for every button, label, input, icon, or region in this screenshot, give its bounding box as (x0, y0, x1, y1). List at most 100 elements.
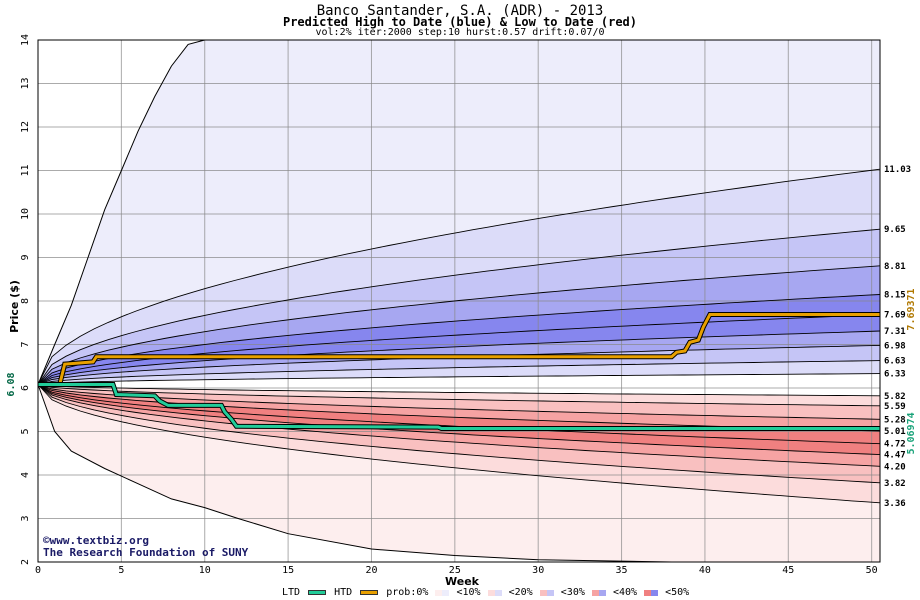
y-tick-label: 13 (20, 77, 31, 89)
y-tick-label: 4 (20, 472, 31, 478)
low-band-6 (38, 384, 880, 483)
ltd-value-label: 5.06974 (906, 412, 917, 454)
x-tick-label: 0 (35, 565, 41, 576)
legend-bin-10: <10% (456, 587, 481, 598)
low-percentile-line (37, 384, 881, 467)
low-end-label: 4.20 (884, 462, 906, 472)
legend-ltd-label: LTD (282, 587, 301, 598)
high-outer-line (37, 39, 205, 385)
chart-subtitle: Predicted High to Date (blue) & Low to D… (282, 15, 637, 29)
x-tick-label: 45 (782, 565, 794, 576)
low-end-label: 3.82 (884, 479, 906, 489)
legend-htd-label: HTD (334, 587, 353, 598)
y-tick-label: 9 (20, 254, 31, 260)
low-percentile-line (37, 384, 881, 407)
low-outer-band (38, 384, 880, 562)
low-percentile-line (37, 384, 881, 456)
high-end-label: 7.69 (884, 310, 906, 320)
low-end-label: 3.36 (884, 499, 906, 509)
legend-swatch-40 (644, 589, 659, 596)
legend-swatch-20 (539, 589, 554, 596)
legend-bin-50: <50% (665, 587, 690, 598)
x-tick-label: 30 (532, 565, 544, 576)
x-tick-label: 20 (365, 565, 377, 576)
low-end-label: 4.72 (884, 440, 906, 450)
low-end-label: 5.01 (884, 427, 906, 437)
high-end-label: 8.81 (884, 262, 906, 272)
x-axis-label: Week (445, 575, 479, 588)
x-tick-label: 10 (199, 565, 211, 576)
high-percentile-line (37, 330, 881, 385)
low-band-0 (38, 384, 880, 406)
low-percentile-line (37, 384, 881, 397)
legend-bin-20: <20% (508, 587, 533, 598)
y-tick-label: 10 (20, 208, 31, 220)
legend-htd-swatch (360, 590, 379, 595)
low-band-2 (38, 384, 880, 432)
high-end-label: 8.15 (884, 290, 906, 300)
x-tick-label: 25 (449, 565, 461, 576)
x-tick-label: 50 (866, 565, 878, 576)
x-tick-label: 5 (118, 565, 124, 576)
legend-swatch-10 (487, 589, 502, 596)
ltd-line (38, 383, 880, 430)
high-band-7 (38, 360, 880, 385)
high-percentile-line (37, 265, 881, 385)
low-percentile-line (37, 384, 881, 420)
high-band-1 (38, 229, 880, 385)
high-end-label: 7.31 (884, 327, 906, 337)
htd-value-label: 7.69371 (906, 288, 917, 330)
high-outer-band (38, 40, 880, 385)
low-end-label: 4.47 (884, 451, 906, 461)
legend-bin-40: <40% (612, 587, 638, 598)
credit-website: ©www.textbiz.org (43, 534, 149, 547)
legend-swatch-0 (435, 589, 450, 596)
high-band-4 (38, 314, 880, 385)
legend-prob-label: prob:0% (386, 587, 429, 598)
legend-ltd-swatch (308, 590, 327, 595)
start-price-label: 6.08 (6, 372, 17, 396)
high-end-label: 6.33 (884, 370, 906, 380)
low-end-label: 5.28 (884, 415, 906, 425)
high-percentile-line (37, 373, 881, 385)
low-percentile-line (37, 384, 881, 504)
chart-title: Banco Santander, S.A. (ADR) - 2013 (316, 3, 604, 19)
low-band-7 (38, 384, 880, 503)
htd-line (38, 313, 880, 386)
high-percentile-line (37, 168, 881, 385)
y-tick-label: 12 (20, 121, 31, 133)
credit-organization: The Research Foundation of SUNY (43, 546, 249, 559)
y-tick-label: 5 (20, 428, 31, 434)
low-band-4 (38, 384, 880, 455)
high-end-label: 6.98 (884, 341, 906, 351)
legend-bin-30: <30% (560, 587, 585, 598)
x-tick-label: 15 (282, 565, 294, 576)
x-tick-label: 40 (699, 565, 711, 576)
high-percentile-line (37, 228, 881, 385)
low-outer-line (37, 384, 672, 563)
low-end-label: 5.82 (884, 392, 906, 402)
y-tick-label: 3 (20, 515, 31, 521)
low-percentile-line (37, 384, 881, 484)
high-band-2 (38, 265, 880, 385)
low-band-1 (38, 384, 880, 420)
y-axis-label: Price ($) (7, 280, 21, 333)
low-end-label: 5.59 (884, 402, 906, 412)
y-tick-label: 7 (20, 341, 31, 347)
high-band-3 (38, 294, 880, 385)
y-tick-label: 14 (20, 34, 31, 46)
y-tick-label: 6 (20, 385, 31, 391)
high-end-label: 11.03 (884, 165, 911, 175)
legend-swatch-30 (591, 589, 606, 596)
legend: LTD HTD prob:0% <10% <20% <30% <40% <50% (282, 587, 689, 599)
high-band-0 (38, 169, 880, 385)
plot-frame (37, 39, 881, 563)
low-band-5 (38, 384, 880, 467)
y-tick-label: 11 (20, 164, 31, 176)
high-percentile-line (37, 360, 881, 385)
high-end-label: 9.65 (884, 225, 906, 235)
high-percentile-line (37, 294, 881, 385)
x-tick-label: 35 (616, 565, 628, 576)
chart-parameters: vol:2% iter:2000 step:10 hurst:0.57 drif… (315, 27, 605, 38)
